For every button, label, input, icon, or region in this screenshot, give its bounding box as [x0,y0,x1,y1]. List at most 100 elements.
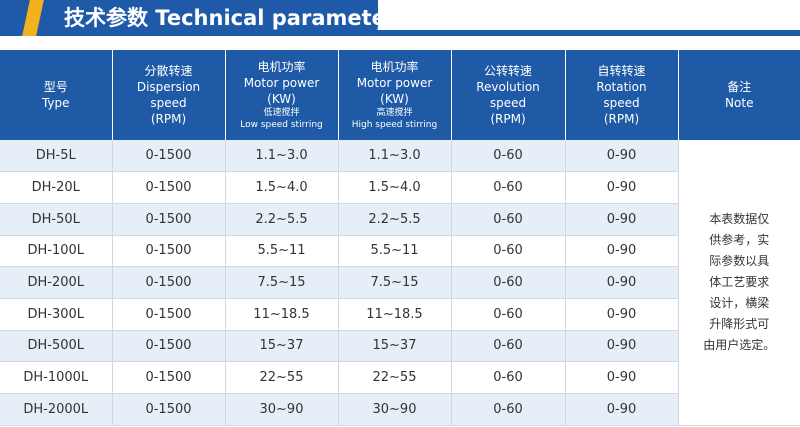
table-row: DH-300L 0-1500 11~18.5 11~18.5 0-60 0-90 [0,298,800,331]
header-line: 备注 [727,80,752,94]
cell-rotation-speed: 0-90 [565,393,679,426]
note-line: 设计，横梁 [709,295,770,310]
cell-dispersion-speed: 0-1500 [112,171,226,204]
note-line: 升降形式可 [709,316,770,331]
header-line: 电机功率 [370,60,419,74]
note-line: 供参考，实 [709,232,770,247]
table-row: DH-20L 0-1500 1.5~4.0 1.5~4.0 0-60 0-90 [0,171,800,204]
header-note: 备注 Note [678,50,800,140]
header-line: Rotation [596,80,647,94]
header-motor-power-high: 电机功率 Motor power (KW) 高速搅拌 High speed stirri… [338,50,452,140]
cell-note: 本表数据仅 供参考，实 际参数以具 体工艺要求 设计，横梁 升降形式可 由用户选定。 [678,140,800,426]
header-line: speed [603,96,640,110]
section-title: 技术参数 Technical parameters [64,6,409,30]
cell-motor-power-low: 5.5~11 [225,235,339,268]
header-line: 电机功率 [257,60,306,74]
header-line: (RPM) [490,112,526,126]
cell-type: DH-5L [0,140,113,173]
header-dispersion-speed: 分散转速 Dispersion speed (RPM) [112,50,226,140]
table-row: DH-500L 0-1500 15~37 15~37 0-60 0-90 [0,330,800,363]
header-line: Motor power [243,76,320,90]
technical-parameters-table: 型号 Type 分散转速 Dispersion speed (RPM) 电机功率 Moto… [0,50,800,426]
cell-type: DH-50L [0,203,113,236]
header-line: (KW) [380,92,409,106]
header-line: speed [150,96,187,110]
header-line: (RPM) [603,112,640,126]
cell-revolution-speed: 0-60 [451,298,566,331]
section-banner: 技术参数 Technical parameters [0,0,800,40]
cell-type: DH-300L [0,298,113,331]
banner-underline [370,30,800,36]
cell-motor-power-low: 7.5~15 [225,266,339,299]
cell-rotation-speed: 0-90 [565,266,679,299]
cell-motor-power-low: 15~37 [225,330,339,363]
note-line: 际参数以具 [709,253,770,268]
cell-dispersion-speed: 0-1500 [112,393,226,426]
cell-dispersion-speed: 0-1500 [112,140,226,173]
cell-dispersion-speed: 0-1500 [112,203,226,236]
cell-motor-power-low: 22~55 [225,361,339,394]
header-line: 公转转速 [483,64,532,78]
table-row: DH-5L 0-1500 1.1~3.0 1.1~3.0 0-60 0-90 本表数据仅 供参… [0,140,800,426]
header-line: Dispersion [136,80,201,94]
cell-type: DH-20L [0,171,113,204]
cell-rotation-speed: 0-90 [565,171,679,204]
cell-rotation-speed: 0-90 [565,235,679,268]
cell-revolution-speed: 0-60 [451,361,566,394]
cell-revolution-speed: 0-60 [451,330,566,363]
cell-rotation-speed: 0-90 [565,140,679,173]
table-row: DH-100L 0-1500 5.5~11 5.5~11 0-60 0-90 [0,235,800,268]
cell-revolution-speed: 0-60 [451,235,566,268]
cell-dispersion-speed: 0-1500 [112,235,226,268]
cell-motor-power-high: 5.5~11 [338,235,452,268]
header-subline: Low speed stirring [240,120,323,130]
cell-revolution-speed: 0-60 [451,266,566,299]
banner-background [0,0,378,36]
table-body: DH-5L 0-1500 1.1~3.0 1.1~3.0 0-60 0-90 本表数据仅 供参… [0,140,800,426]
header-revolution-speed: 公转转速 Revolution speed (RPM) [451,50,566,140]
header-line: 自转转速 [597,64,646,78]
header-line: Note [725,96,754,110]
header-line: speed [489,96,527,110]
table-row: DH-2000L 0-1500 30~90 30~90 0-60 0-90 [0,393,800,426]
header-subline: 低速搅拌 [263,108,300,118]
note-line: 体工艺要求 [709,274,770,289]
header-motor-power-low: 电机功率 Motor power (KW) 低速搅拌 Low speed stirrin… [225,50,339,140]
cell-motor-power-high: 30~90 [338,393,452,426]
cell-type: DH-100L [0,235,113,268]
cell-rotation-speed: 0-90 [565,203,679,236]
table-row: DH-50L 0-1500 2.2~5.5 2.2~5.5 0-60 0-90 [0,203,800,236]
cell-motor-power-low: 1.1~3.0 [225,140,339,173]
cell-motor-power-high: 7.5~15 [338,266,452,299]
header-subline: 高速搅拌 [376,108,413,118]
cell-rotation-speed: 0-90 [565,298,679,331]
header-rotation-speed: 自转转速 Rotation speed (RPM) [565,50,679,140]
header-line: Type [41,96,70,110]
note-line: 由用户选定。 [703,337,776,352]
cell-revolution-speed: 0-60 [451,171,566,204]
header-line: 分散转速 [144,64,193,78]
cell-motor-power-high: 15~37 [338,330,452,363]
cell-type: DH-500L [0,330,113,363]
table-row: DH-200L 0-1500 7.5~15 7.5~15 0-60 0-90 [0,266,800,299]
cell-revolution-speed: 0-60 [451,140,566,173]
cell-motor-power-high: 1.5~4.0 [338,171,452,204]
cell-dispersion-speed: 0-1500 [112,361,226,394]
cell-dispersion-speed: 0-1500 [112,298,226,331]
header-type: 型号 Type [0,50,113,140]
header-line: Revolution [476,80,540,94]
cell-motor-power-low: 11~18.5 [225,298,339,331]
cell-rotation-speed: 0-90 [565,330,679,363]
header-line: 型号 [43,80,68,94]
cell-motor-power-high: 1.1~3.0 [338,140,452,173]
header-line: (RPM) [150,112,187,126]
header-line: (KW) [267,92,296,106]
cell-type: DH-200L [0,266,113,299]
cell-motor-power-high: 11~18.5 [338,298,452,331]
cell-motor-power-low: 1.5~4.0 [225,171,339,204]
cell-motor-power-high: 22~55 [338,361,452,394]
cell-dispersion-speed: 0-1500 [112,330,226,363]
cell-revolution-speed: 0-60 [451,393,566,426]
header-line: Motor power [356,76,433,90]
cell-revolution-speed: 0-60 [451,203,566,236]
